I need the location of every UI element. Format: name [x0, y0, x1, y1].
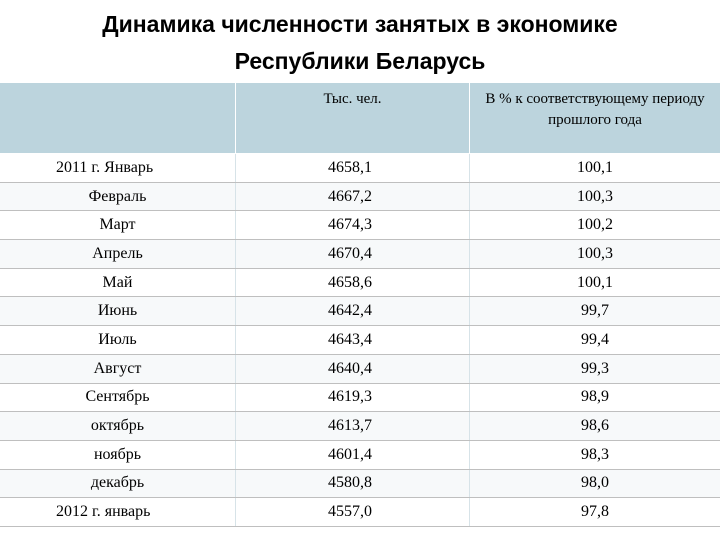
- cell-percent: 98,6: [581, 417, 609, 435]
- cell-period: Август: [0, 354, 236, 383]
- table-row: 2011 г. Январь 4658,1 100,1: [0, 154, 720, 183]
- table-row: декабрь 4580,8 98,0: [0, 469, 720, 499]
- table-row: Июнь 4642,4 99,7: [0, 297, 720, 327]
- cell-percent: 99,3: [581, 359, 609, 377]
- table-header-row: Тыс. чел. В % к соответствующему периоду…: [0, 83, 720, 154]
- table-row: 2012 г. январь 4557,0 97,8: [0, 498, 720, 527]
- cell-thousands: 4557,0: [236, 498, 470, 526]
- cell-percent: 100,3: [577, 244, 613, 262]
- table-row: Июль 4643,4 99,4: [0, 326, 720, 355]
- cell-thousands: 4658,1: [236, 154, 470, 182]
- cell-period: декабрь: [0, 469, 236, 498]
- cell-percent: 98,3: [581, 445, 609, 463]
- table-body: 2011 г. Январь 4658,1 100,1 Февраль 4667,2 10…: [0, 154, 720, 527]
- cell-period: Апрель: [0, 240, 236, 268]
- title-line-1: Динамика численности занятых в экономике: [102, 11, 618, 37]
- cell-percent: 100,1: [577, 273, 613, 291]
- cell-period: Сентябрь: [0, 383, 236, 412]
- cell-thousands: 4670,4: [236, 240, 470, 268]
- cell-percent: 100,3: [577, 187, 613, 205]
- cell-thousands: 4613,7: [236, 412, 470, 440]
- cell-thousands: 4642,4: [236, 297, 470, 326]
- cell-percent: 100,1: [577, 158, 613, 176]
- cell-thousands: 4580,8: [236, 469, 470, 498]
- cell-period: 2011 г. Январь: [0, 154, 236, 182]
- cell-thousands: 4658,6: [236, 268, 470, 297]
- table-row: Март 4674,3 100,2: [0, 211, 720, 241]
- cell-thousands: 4601,4: [236, 440, 470, 469]
- cell-period: Июнь: [0, 297, 236, 326]
- cell-thousands: 4619,3: [236, 383, 470, 412]
- table-row: Август 4640,4 99,3: [0, 354, 720, 384]
- header-period: [0, 83, 236, 153]
- cell-percent: 97,8: [581, 503, 609, 521]
- page-title: Динамика численности занятых в экономике…: [0, 6, 720, 80]
- title-line-2: Республики Беларусь: [234, 48, 486, 74]
- cell-thousands: 4667,2: [236, 182, 470, 211]
- cell-percent: 99,7: [581, 302, 609, 320]
- table-row: Сентябрь 4619,3 98,9: [0, 383, 720, 413]
- table-row: Май 4658,6 100,1: [0, 268, 720, 298]
- cell-percent: 100,2: [577, 216, 613, 234]
- table-row: Февраль 4667,2 100,3: [0, 182, 720, 212]
- cell-period: Май: [0, 268, 236, 297]
- cell-period: октябрь: [0, 412, 236, 440]
- cell-period: Февраль: [0, 182, 236, 211]
- cell-thousands: 4674,3: [236, 211, 470, 240]
- cell-period: Март: [0, 211, 236, 240]
- cell-period: Июль: [0, 326, 236, 354]
- header-thousands: Тыс. чел.: [236, 83, 470, 153]
- table-row: Апрель 4670,4 100,3: [0, 240, 720, 269]
- cell-percent: 98,0: [581, 474, 609, 492]
- cell-percent: 99,4: [581, 330, 609, 348]
- table-row: ноябрь 4601,4 98,3: [0, 440, 720, 470]
- table-row: октябрь 4613,7 98,6: [0, 412, 720, 441]
- cell-percent: 98,9: [581, 388, 609, 406]
- cell-period: 2012 г. январь: [0, 498, 236, 526]
- cell-thousands: 4640,4: [236, 354, 470, 383]
- header-percent: В % к соответствующему периоду прошлого …: [485, 91, 705, 128]
- cell-thousands: 4643,4: [236, 326, 470, 354]
- cell-period: ноябрь: [0, 440, 236, 469]
- employment-table: Тыс. чел. В % к соответствующему периоду…: [0, 83, 720, 527]
